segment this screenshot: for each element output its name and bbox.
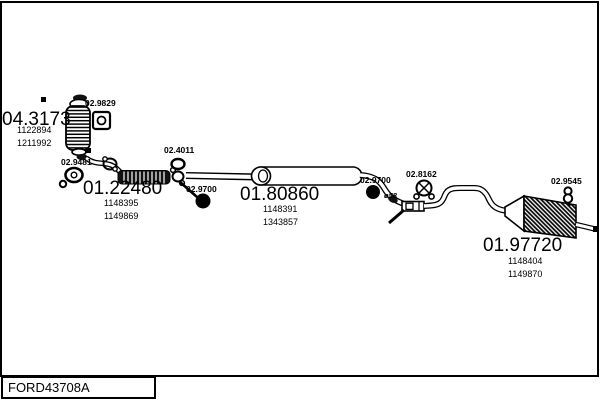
- ring-gasket-icon: [58, 166, 84, 189]
- seal-ring-icon: [170, 157, 186, 171]
- mount-point-marker: [41, 97, 46, 102]
- pipe-clamp-icon: [413, 179, 435, 200]
- fitting-label-clamp: 02.8162: [406, 169, 437, 179]
- rubber-hanger-rear-icon: [562, 186, 574, 204]
- part-number-front-pipe: 01.22480: [83, 178, 163, 199]
- drawing-border: [0, 1, 599, 377]
- fitting-label-square-gasket: 02.9829: [85, 98, 116, 108]
- mount-point-marker: [86, 148, 91, 153]
- square-gasket-icon: [91, 110, 112, 131]
- part-number-centre-silencer: 01.80860: [240, 184, 320, 205]
- catalytic-converter-drawing: [41, 94, 91, 160]
- rubber-hanger-front-icon: [179, 181, 211, 209]
- oe-ref: 1343857: [263, 217, 299, 227]
- rear-silencer-drawing: [504, 194, 599, 239]
- oe-ref: 1149870: [508, 269, 543, 279]
- diagram-code-box: FORD43708A: [1, 376, 156, 399]
- part-number-catalyst: 04.3173: [2, 109, 71, 130]
- fitting-label-seal-ring: 02.4011: [164, 145, 195, 155]
- centre-silencer-drawing: [250, 166, 425, 225]
- fitting-label-hanger-mid: 02.9700: [360, 175, 391, 185]
- oe-ref: 1148395: [104, 198, 139, 208]
- fitting-label-hanger-front: 02.9700: [186, 184, 217, 194]
- oe-ref: 1149869: [104, 211, 139, 221]
- fitting-label-hanger-rear: 02.9545: [551, 176, 582, 186]
- fitting-label-ring-gasket: 02.9481: [61, 157, 92, 167]
- pipe-diameter-note: ø58: [384, 191, 397, 200]
- oe-ref: 1148391: [263, 204, 298, 214]
- over-axle-pipe-drawing: [423, 185, 513, 215]
- oe-ref: 1148404: [508, 256, 543, 266]
- rubber-hanger-mid-icon: [366, 185, 380, 199]
- diagram-code: FORD43708A: [8, 380, 90, 395]
- oe-ref: 1122894: [17, 125, 52, 135]
- tailpipe-end-marker: [593, 226, 599, 232]
- oe-ref: 1211992: [17, 138, 52, 148]
- part-number-rear-silencer: 01.97720: [483, 235, 563, 256]
